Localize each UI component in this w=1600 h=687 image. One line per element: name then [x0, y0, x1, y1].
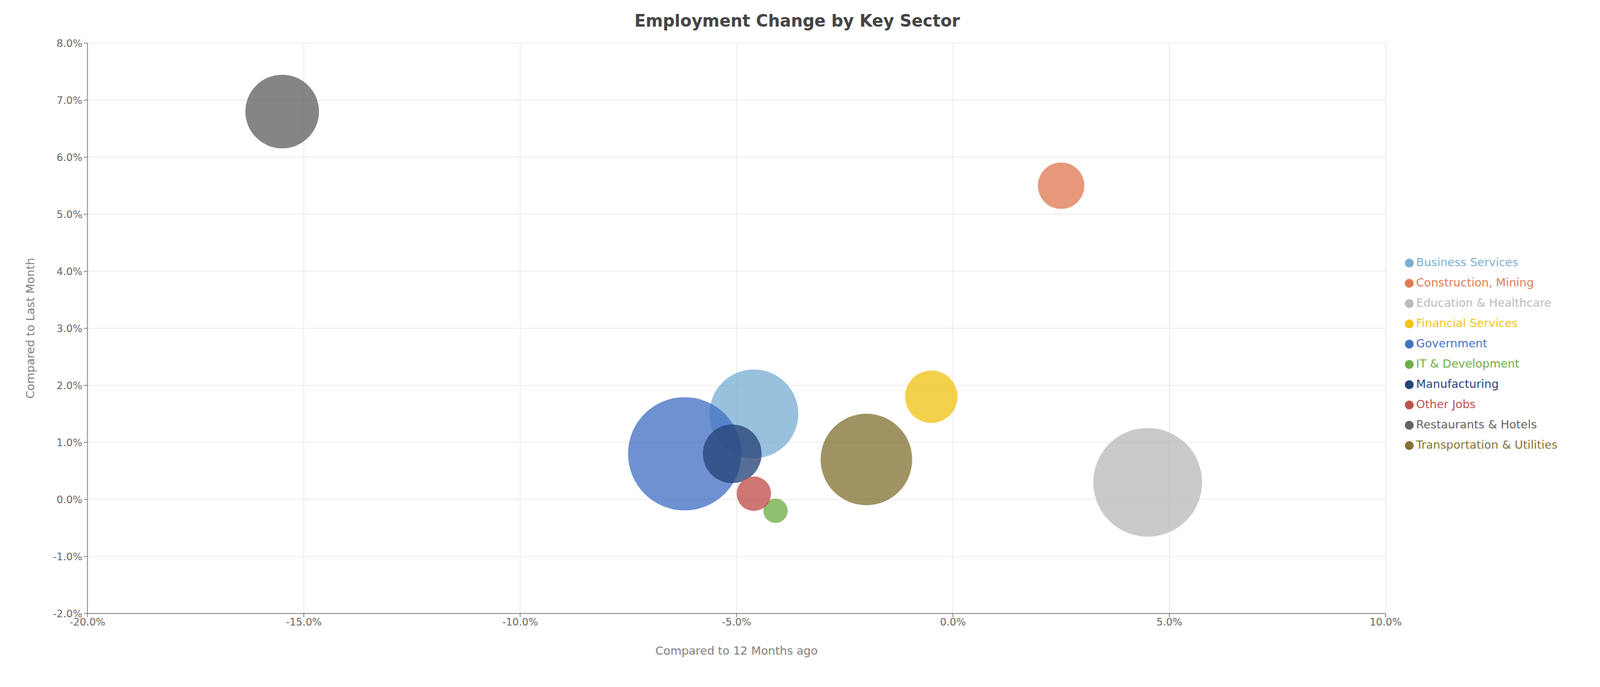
svg-text:10.0%: 10.0% — [1369, 615, 1402, 628]
svg-text:-10.0%: -10.0% — [502, 615, 539, 628]
svg-text:-5.0%: -5.0% — [721, 615, 751, 628]
svg-text:0.0%: 0.0% — [940, 615, 967, 628]
html-text:Other Jobs: Other Jobs — [1416, 397, 1476, 411]
svg-text:0.0%: 0.0% — [56, 493, 83, 506]
html-text:Construction, Mining: Construction, Mining — [1416, 275, 1534, 289]
svg-text:-20.0%: -20.0% — [69, 616, 106, 629]
html-text:Financial Services: Financial Services — [1416, 316, 1518, 330]
svg-text:2.0%: 2.0% — [56, 379, 83, 392]
html-text:Employment Change by Key Secto: Employment Change by Key Sector — [634, 11, 960, 31]
svg-text:3.0%: 3.0% — [56, 322, 83, 335]
html-text:Transportation & Utilities: Transportation & Utilities — [1416, 437, 1558, 452]
svg-text:5.0%: 5.0% — [1156, 615, 1183, 628]
svg-text:Compared to Last Month: Compared to Last Month — [23, 257, 37, 399]
svg-text:6.0%: 6.0% — [56, 151, 83, 164]
svg-text:4.0%: 4.0% — [56, 265, 83, 278]
svg-text:8.0%: 8.0% — [56, 37, 83, 50]
svg-text:Compared to 12 Months ago: Compared to 12 Months ago — [655, 643, 818, 658]
svg-text:-1.0%: -1.0% — [53, 550, 83, 563]
html-text:Business Services: Business Services — [1416, 255, 1519, 269]
svg-text:1.0%: 1.0% — [56, 436, 83, 449]
svg-text:-2.0%: -2.0% — [53, 607, 83, 620]
html-text:Manufacturing: Manufacturing — [1416, 377, 1499, 391]
svg-text:-15.0%: -15.0% — [285, 615, 322, 628]
html-text:IT & Development: IT & Development — [1416, 356, 1520, 371]
svg-text:7.0%: 7.0% — [56, 94, 83, 107]
html-text:Restaurants & Hotels: Restaurants & Hotels — [1416, 417, 1537, 431]
html-text:Education & Healthcare: Education & Healthcare — [1416, 295, 1552, 310]
svg-text:5.0%: 5.0% — [56, 208, 83, 221]
html-text:Government: Government — [1416, 336, 1488, 350]
